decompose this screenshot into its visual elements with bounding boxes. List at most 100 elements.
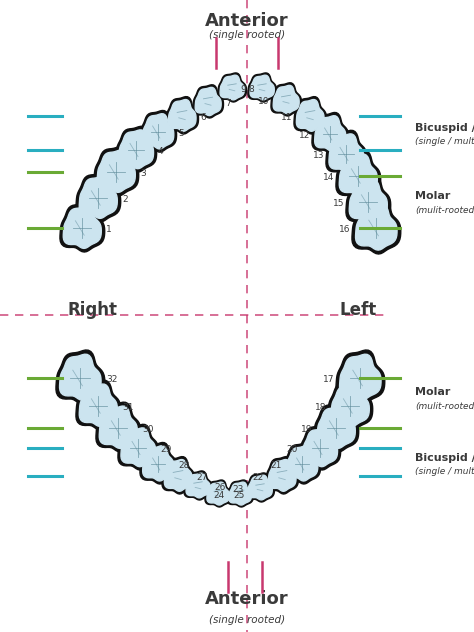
Polygon shape — [143, 114, 174, 149]
Polygon shape — [284, 442, 320, 484]
Text: 30: 30 — [142, 425, 154, 435]
Polygon shape — [266, 457, 299, 494]
Polygon shape — [205, 480, 231, 507]
Polygon shape — [76, 380, 121, 430]
Text: 17: 17 — [322, 375, 334, 384]
Polygon shape — [248, 475, 272, 500]
Text: (single / multi-rooted): (single / multi-rooted) — [415, 468, 474, 477]
Text: 20: 20 — [287, 446, 298, 454]
Text: 31: 31 — [122, 403, 134, 413]
Text: Anterior: Anterior — [205, 12, 289, 30]
Polygon shape — [336, 350, 385, 404]
Text: Bicuspid / Premolar: Bicuspid / Premolar — [415, 453, 474, 463]
Polygon shape — [97, 150, 135, 192]
Polygon shape — [79, 176, 117, 219]
Polygon shape — [352, 200, 401, 254]
Polygon shape — [207, 482, 229, 505]
Polygon shape — [186, 473, 210, 498]
Polygon shape — [248, 73, 276, 102]
Text: 4: 4 — [158, 147, 164, 157]
Text: Bicuspid / Premolar: Bicuspid / Premolar — [415, 123, 474, 133]
Text: 9: 9 — [240, 85, 246, 95]
Polygon shape — [326, 130, 367, 176]
Text: 5: 5 — [178, 130, 184, 138]
Polygon shape — [315, 116, 346, 151]
Polygon shape — [317, 406, 356, 449]
Polygon shape — [250, 75, 274, 100]
Polygon shape — [339, 354, 381, 400]
Text: 24: 24 — [214, 492, 225, 501]
Text: 6: 6 — [200, 114, 206, 123]
Polygon shape — [294, 97, 327, 134]
Text: (single rooted): (single rooted) — [209, 615, 285, 625]
Polygon shape — [218, 73, 246, 102]
Polygon shape — [300, 424, 341, 470]
Polygon shape — [79, 384, 117, 427]
Text: 27: 27 — [196, 473, 207, 482]
Polygon shape — [220, 75, 244, 100]
Text: 10: 10 — [257, 97, 269, 107]
Text: 11: 11 — [281, 114, 292, 123]
Polygon shape — [328, 380, 373, 430]
Text: 3: 3 — [140, 169, 146, 178]
Polygon shape — [143, 446, 174, 481]
Polygon shape — [164, 459, 192, 491]
Polygon shape — [229, 482, 251, 505]
Text: 14: 14 — [323, 174, 334, 183]
Text: (single / multi-rooted): (single / multi-rooted) — [415, 138, 474, 147]
Polygon shape — [329, 134, 364, 173]
Text: (single rooted): (single rooted) — [209, 30, 285, 40]
Polygon shape — [162, 457, 194, 494]
Polygon shape — [336, 150, 381, 200]
Polygon shape — [273, 85, 299, 114]
Polygon shape — [227, 480, 254, 507]
Polygon shape — [60, 202, 105, 252]
Polygon shape — [140, 442, 177, 484]
Text: 26: 26 — [214, 483, 225, 492]
Text: 22: 22 — [253, 473, 264, 482]
Text: 8: 8 — [248, 85, 254, 95]
Polygon shape — [193, 85, 223, 118]
Text: 21: 21 — [271, 461, 282, 470]
Polygon shape — [60, 354, 101, 400]
Text: 28: 28 — [178, 461, 190, 470]
Polygon shape — [331, 384, 369, 427]
Text: Left: Left — [340, 301, 377, 319]
Text: 1: 1 — [106, 226, 112, 234]
Text: (mulit-rooted): (mulit-rooted) — [415, 401, 474, 411]
Text: 2: 2 — [122, 195, 128, 205]
Polygon shape — [339, 154, 377, 197]
Polygon shape — [296, 99, 324, 131]
Text: Right: Right — [68, 301, 118, 319]
Polygon shape — [56, 350, 105, 404]
Polygon shape — [99, 406, 137, 449]
Polygon shape — [184, 471, 212, 500]
Polygon shape — [121, 428, 155, 466]
Polygon shape — [119, 130, 154, 169]
Polygon shape — [118, 424, 159, 470]
Polygon shape — [356, 204, 397, 250]
Polygon shape — [314, 402, 359, 452]
Polygon shape — [76, 172, 121, 222]
Polygon shape — [168, 99, 196, 131]
Polygon shape — [116, 126, 156, 172]
Text: 23: 23 — [233, 485, 244, 494]
Polygon shape — [166, 97, 199, 134]
Polygon shape — [303, 428, 337, 466]
Polygon shape — [287, 446, 318, 481]
Polygon shape — [63, 206, 101, 248]
Text: 25: 25 — [233, 492, 245, 501]
Polygon shape — [349, 180, 387, 222]
Polygon shape — [94, 146, 139, 196]
Text: (mulit-rooted): (mulit-rooted) — [415, 205, 474, 214]
Polygon shape — [140, 111, 177, 152]
Polygon shape — [195, 87, 221, 116]
Text: 16: 16 — [338, 226, 350, 234]
Polygon shape — [268, 459, 296, 491]
Text: 15: 15 — [332, 200, 344, 209]
Text: 13: 13 — [312, 152, 324, 161]
Polygon shape — [346, 176, 391, 226]
Text: Molar: Molar — [415, 387, 450, 397]
Text: 7: 7 — [225, 99, 231, 109]
Polygon shape — [96, 402, 141, 452]
